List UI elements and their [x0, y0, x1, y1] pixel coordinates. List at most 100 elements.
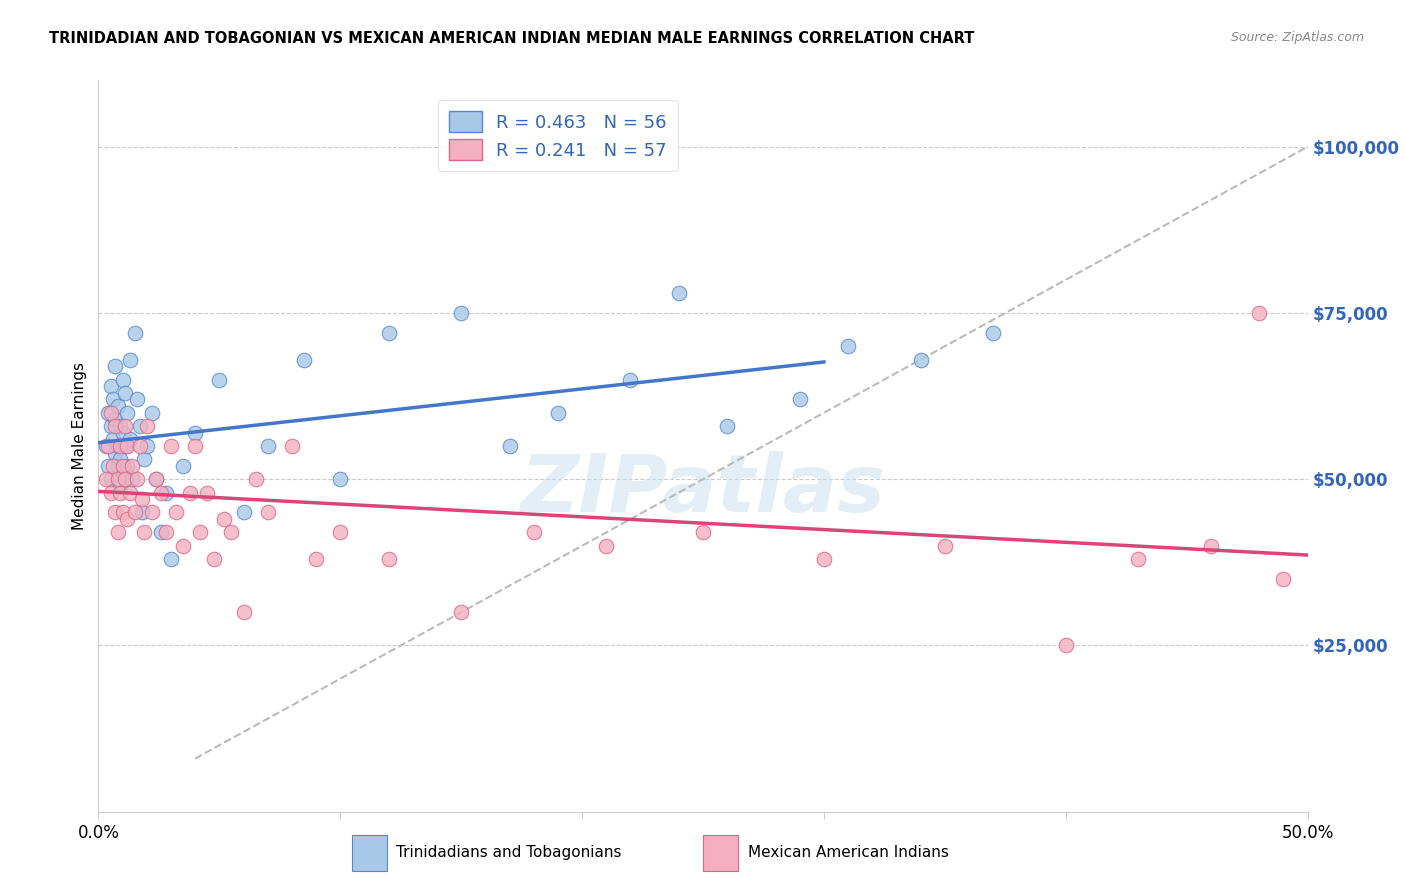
Point — [910, 352, 932, 367]
Point — [329, 525, 352, 540]
Point — [498, 439, 520, 453]
Point — [114, 419, 136, 434]
Point — [150, 485, 173, 500]
Point — [692, 525, 714, 540]
Point — [111, 372, 134, 386]
Point — [128, 419, 150, 434]
Point — [245, 472, 267, 486]
Point — [619, 372, 641, 386]
Point — [981, 326, 1004, 340]
Point — [124, 506, 146, 520]
Point — [118, 485, 141, 500]
Point — [188, 525, 211, 540]
Point — [107, 439, 129, 453]
Point — [128, 439, 150, 453]
Point — [141, 506, 163, 520]
Point — [107, 525, 129, 540]
Point — [97, 439, 120, 453]
Point — [107, 472, 129, 486]
Legend: R = 0.463   N = 56, R = 0.241   N = 57: R = 0.463 N = 56, R = 0.241 N = 57 — [439, 100, 678, 171]
Point — [100, 406, 122, 420]
Point — [111, 425, 134, 440]
Point — [377, 552, 399, 566]
Point — [160, 552, 183, 566]
Point — [104, 359, 127, 374]
Point — [179, 485, 201, 500]
Bar — [703, 835, 738, 871]
Point — [232, 605, 254, 619]
Point — [155, 525, 177, 540]
Point — [104, 445, 127, 459]
Point — [595, 539, 617, 553]
Point — [124, 326, 146, 340]
Point — [101, 392, 124, 407]
Point — [377, 326, 399, 340]
Point — [329, 472, 352, 486]
Point — [108, 419, 131, 434]
Point — [1199, 539, 1222, 553]
Text: Source: ZipAtlas.com: Source: ZipAtlas.com — [1230, 31, 1364, 45]
Point — [127, 472, 149, 486]
Point — [1272, 572, 1295, 586]
Point — [118, 352, 141, 367]
Point — [97, 406, 120, 420]
Point — [114, 385, 136, 400]
Point — [107, 458, 129, 473]
Point — [212, 512, 235, 526]
Point — [117, 512, 139, 526]
Point — [204, 552, 226, 566]
Point — [114, 472, 136, 486]
Point — [94, 439, 117, 453]
Point — [121, 472, 143, 486]
Point — [101, 458, 124, 473]
Text: TRINIDADIAN AND TOBAGONIAN VS MEXICAN AMERICAN INDIAN MEDIAN MALE EARNINGS CORRE: TRINIDADIAN AND TOBAGONIAN VS MEXICAN AM… — [49, 31, 974, 46]
Point — [117, 439, 139, 453]
Point — [716, 419, 738, 434]
Point — [150, 525, 173, 540]
Point — [1054, 639, 1077, 653]
Y-axis label: Median Male Earnings: Median Male Earnings — [72, 362, 87, 530]
Point — [184, 439, 207, 453]
Point — [104, 412, 127, 426]
Point — [256, 506, 278, 520]
Point — [292, 352, 315, 367]
Point — [232, 506, 254, 520]
Point — [305, 552, 328, 566]
Point — [114, 439, 136, 453]
Point — [281, 439, 304, 453]
Point — [107, 399, 129, 413]
Point — [117, 406, 139, 420]
Point — [256, 439, 278, 453]
Point — [789, 392, 811, 407]
Point — [155, 485, 177, 500]
Point — [100, 485, 122, 500]
Point — [131, 506, 153, 520]
Point — [172, 539, 194, 553]
Point — [100, 419, 122, 434]
Point — [184, 425, 207, 440]
Point — [160, 439, 183, 453]
Point — [547, 406, 569, 420]
Text: Trinidadians and Tobagonians: Trinidadians and Tobagonians — [396, 846, 621, 860]
Point — [111, 466, 134, 480]
Point — [101, 433, 124, 447]
Point — [837, 339, 859, 353]
Bar — [352, 835, 387, 871]
Text: Mexican American Indians: Mexican American Indians — [748, 846, 949, 860]
Point — [135, 439, 157, 453]
Point — [117, 458, 139, 473]
Point — [165, 506, 187, 520]
Point — [523, 525, 546, 540]
Point — [104, 506, 127, 520]
Point — [111, 458, 134, 473]
Point — [813, 552, 835, 566]
Point — [1249, 306, 1271, 320]
Point — [127, 392, 149, 407]
Point — [934, 539, 956, 553]
Point — [108, 479, 131, 493]
Point — [108, 439, 131, 453]
Point — [145, 472, 167, 486]
Point — [94, 472, 117, 486]
Point — [145, 472, 167, 486]
Point — [131, 492, 153, 507]
